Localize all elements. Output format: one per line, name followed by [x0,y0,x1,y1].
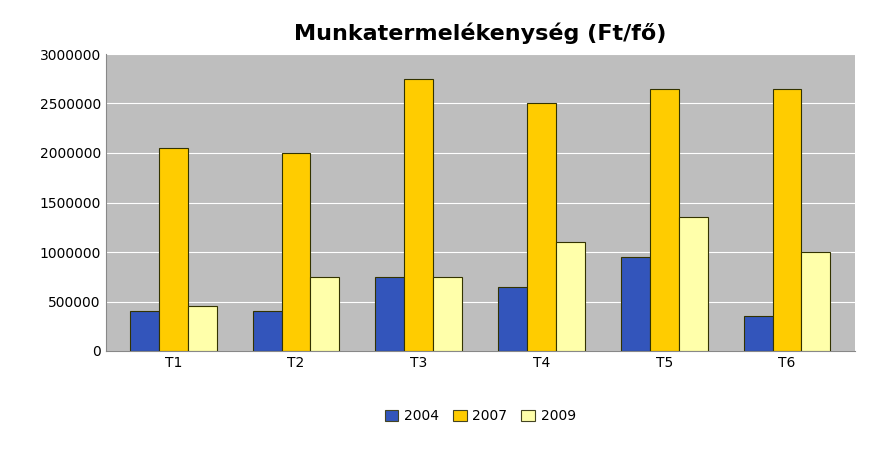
Bar [650,89,678,351]
Bar [130,311,159,351]
Legend: 2004, 2007, 2009: 2004, 2007, 2009 [378,402,582,430]
Bar [253,311,282,351]
Bar [404,79,433,351]
Bar [744,316,773,351]
Bar [498,287,527,351]
Bar [773,89,802,351]
Bar [310,277,339,351]
Bar [621,257,650,351]
Bar [802,252,831,351]
Bar [159,148,188,351]
Bar [433,277,463,351]
Title: Munkatermelékenység (Ft/fő): Munkatermelékenység (Ft/fő) [294,22,666,44]
Bar [282,153,310,351]
Bar [188,306,217,351]
Bar [678,217,707,351]
Bar [375,277,404,351]
Bar [556,242,585,351]
Bar [527,104,556,351]
